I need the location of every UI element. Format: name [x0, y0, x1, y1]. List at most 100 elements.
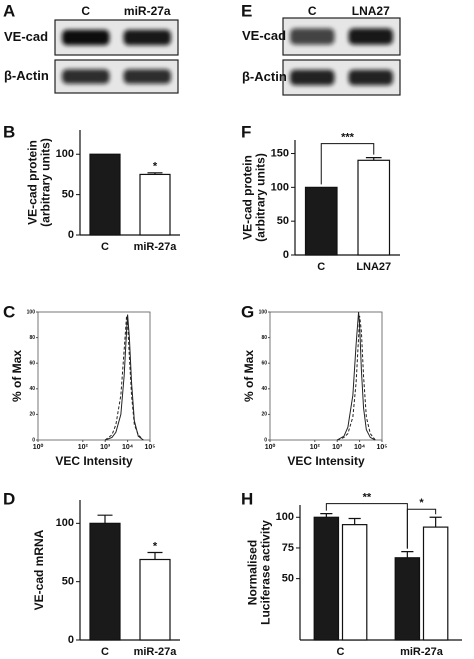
error-bar [97, 514, 113, 524]
panel-letter: G [241, 302, 254, 321]
y-tick-label: 0 [32, 437, 35, 443]
y-tick-label: 100 [259, 309, 268, 315]
lane-label: miR-27a [124, 4, 171, 18]
x-tick-label: miR-27a [400, 646, 444, 658]
blot-band [62, 69, 110, 84]
y-tick-label: 20 [261, 412, 267, 418]
blot-band [290, 69, 335, 86]
histogram-line [336, 311, 376, 441]
blot-band [348, 69, 393, 86]
significance-label: * [419, 497, 424, 509]
blot-band [123, 69, 171, 84]
y-tick-label: 50 [277, 215, 289, 227]
row-label: VE-cad [242, 28, 286, 43]
x-tick-label: 10⁰ [33, 443, 44, 451]
significance-label: ** [363, 491, 372, 503]
y-tick-label: 50 [282, 573, 294, 585]
y-tick-label: 150 [271, 147, 289, 159]
lane-label: C [308, 4, 317, 18]
y-tick-label: 0 [68, 229, 74, 241]
bar [304, 186, 338, 256]
bar [341, 524, 368, 641]
x-axis-label: VEC Intensity [287, 454, 365, 468]
y-axis-label: Luciferase activity [259, 520, 273, 625]
significance-label: * [153, 540, 158, 552]
row-label: VE-cad [4, 29, 48, 44]
y-tick-label: 40 [29, 386, 35, 392]
y-tick-label: 80 [29, 335, 35, 341]
significance-label: * [153, 161, 158, 173]
error-bar [320, 512, 333, 518]
y-tick-label: 40 [261, 386, 267, 392]
blot-band [123, 29, 171, 46]
x-tick-label: C [317, 261, 325, 273]
blot-band [290, 28, 335, 45]
y-tick-label: 60 [29, 361, 35, 367]
y-axis-label: VE-cad protein [26, 140, 40, 225]
significance-bracket [320, 143, 375, 185]
x-tick-label: C [101, 646, 109, 658]
blot-band [348, 28, 393, 45]
bar [313, 516, 340, 641]
x-tick-label: LNA27 [356, 261, 391, 273]
x-tick-label: C [101, 241, 109, 253]
panel-letter: B [3, 122, 15, 141]
y-tick-label: 0 [68, 634, 74, 646]
error-bar [147, 551, 163, 560]
bar [89, 522, 121, 641]
panel-letter: A [3, 1, 15, 20]
blot-band [62, 29, 110, 46]
x-tick-label: miR-27a [134, 241, 178, 253]
x-tick-label: 10⁵ [376, 444, 387, 451]
bar [394, 557, 421, 641]
x-tick-label: 10³ [332, 444, 343, 451]
panel-letter: H [241, 489, 253, 508]
y-axis-label: % of Max [242, 350, 256, 402]
bar [139, 558, 171, 641]
y-tick-label: 100 [56, 517, 74, 529]
bar [357, 159, 391, 256]
x-tick-label: 10² [310, 444, 321, 451]
significance-label: *** [341, 131, 355, 143]
x-tick-label: 10⁰ [265, 443, 276, 451]
panel-letter: C [3, 302, 15, 321]
error-bar [401, 551, 414, 558]
y-axis-label: (arbitrary units) [39, 138, 53, 227]
y-tick-label: 100 [271, 181, 289, 193]
x-tick-label: 10² [78, 444, 89, 451]
y-tick-label: 100 [276, 511, 294, 523]
x-tick-label: 10⁵ [144, 444, 155, 451]
y-axis-label: Normalised [246, 540, 260, 605]
bar [139, 173, 171, 236]
error-bar [365, 156, 382, 161]
bar [89, 153, 121, 236]
lane-label: C [81, 4, 90, 18]
y-tick-label: 60 [261, 361, 267, 367]
error-bar [147, 172, 163, 175]
x-tick-label: 10³ [100, 444, 111, 451]
y-axis-label: VE-cad protein [241, 155, 255, 240]
plot-frame [269, 311, 383, 441]
y-tick-label: 80 [261, 335, 267, 341]
histogram-line [337, 315, 376, 441]
x-tick-label: 10⁴ [122, 444, 134, 451]
y-tick-label: 100 [27, 309, 36, 315]
plot-frame [37, 311, 151, 441]
lane-label: LNA27 [352, 4, 390, 18]
bar [422, 526, 449, 641]
y-tick-label: 50 [62, 576, 74, 588]
y-tick-label: 75 [282, 542, 294, 554]
row-label: β-Actin [242, 69, 287, 84]
significance-bracket [406, 508, 437, 549]
y-axis-label: (arbitrary units) [254, 153, 268, 242]
y-axis-label: VE-cad mRNA [32, 529, 46, 610]
panel-letter: D [3, 489, 15, 508]
x-tick-label: miR-27a [134, 646, 178, 658]
panel-letter: E [241, 1, 252, 20]
x-axis-label: VEC Intensity [55, 454, 133, 468]
y-tick-label: 0 [264, 437, 267, 443]
panel-letter: F [241, 122, 251, 141]
error-bar [348, 517, 361, 525]
y-axis-label: % of Max [10, 350, 24, 402]
x-tick-label: C [337, 646, 345, 658]
